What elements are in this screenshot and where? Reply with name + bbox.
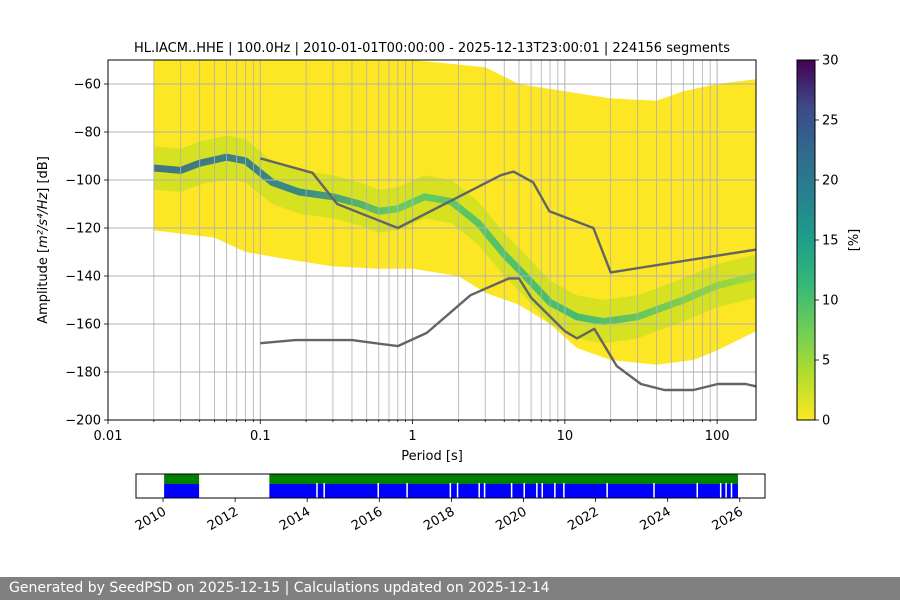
- x-tick-label: 10: [557, 429, 574, 444]
- timeline-gap: [316, 483, 318, 498]
- timeline-gap: [541, 483, 544, 498]
- y-tick-label: −200: [65, 414, 101, 429]
- y-tick-label: −60: [74, 78, 101, 93]
- timeline-tick-label: 2010: [133, 504, 169, 534]
- timeline-coverage-green: [269, 474, 738, 484]
- colorbar-tick-label: 0: [822, 414, 830, 429]
- x-tick-label: 0.01: [94, 429, 123, 444]
- density-core-band: [153, 135, 756, 344]
- chart-title: HL.IACM..HHE | 100.0Hz | 2010-01-01T00:0…: [134, 41, 730, 56]
- timeline-coverage-blue: [269, 484, 738, 498]
- plot-frame: [107, 59, 757, 421]
- timeline-coverage-blue: [164, 484, 200, 498]
- colorbar-tick-label: 25: [822, 114, 839, 129]
- timeline-gap: [449, 483, 452, 498]
- colorbar-tick-label: 5: [822, 354, 830, 369]
- timeline-bars: [164, 474, 738, 498]
- timeline-gap: [478, 483, 480, 498]
- timeline-tick-label: 2020: [493, 504, 529, 534]
- timeline-gap: [554, 483, 556, 498]
- high-noise-model: [259, 157, 756, 274]
- timeline-gap: [523, 483, 525, 498]
- timeline-tick-label: 2026: [710, 504, 746, 534]
- timeline-gap: [536, 483, 538, 498]
- colorbar-ticks: 0 5 10 15 20 25 30: [815, 54, 839, 429]
- colorbar-label: [%]: [847, 229, 862, 252]
- timeline-frame: [135, 473, 766, 499]
- timeline-gap: [406, 483, 408, 498]
- x-tick-label: 0.1: [250, 429, 271, 444]
- timeline-gap: [719, 483, 722, 498]
- mode-curve: [153, 153, 756, 326]
- noise-models: [259, 157, 756, 392]
- timeline-coverage-green: [164, 474, 200, 484]
- colorbar-gradient: [796, 59, 816, 421]
- x-axis-label: Period [s]: [401, 449, 463, 464]
- footer-bar: Generated by SeedPSD on 2025-12-15 | Cal…: [0, 577, 900, 600]
- timeline-gap: [563, 483, 565, 498]
- timeline-ticks: 2010 2012 2014 2016 2018 2020 2022 2024 2026: [133, 498, 746, 534]
- timeline-tick-label: 2024: [638, 504, 674, 534]
- timeline-tick-label: 2016: [349, 504, 385, 534]
- data-coverage-timeline: 2010 2012 2014 2016 2018 2020 2022 2024 2026: [133, 473, 766, 534]
- colorbar-tick-label: 10: [822, 294, 839, 309]
- timeline-gap: [323, 483, 325, 498]
- timeline-tick-label: 2018: [421, 504, 457, 534]
- colorbar: 0 5 10 15 20 25 30 [%]: [796, 54, 862, 429]
- colorbar-tick-label: 30: [822, 54, 839, 69]
- y-tick-label: −140: [65, 270, 101, 285]
- timeline-tick-label: 2022: [565, 504, 601, 534]
- timeline-tick-label: 2014: [277, 504, 313, 534]
- x-tick-label: 100: [705, 429, 730, 444]
- y-axis-label: Amplitude [m²/s⁴/Hz] [dB]: [36, 156, 51, 324]
- timeline-tick-label: 2012: [205, 504, 241, 534]
- density-heatmap: [153, 60, 756, 365]
- y-axis-ticks: −60 −80 −100 −120 −140 −160 −180 −200: [65, 78, 108, 429]
- y-tick-label: −160: [65, 318, 101, 333]
- timeline-gap: [456, 483, 459, 498]
- y-tick-label: −100: [65, 174, 101, 189]
- timeline-gap: [725, 483, 727, 498]
- timeline-gap: [377, 483, 380, 498]
- psd-plot: 0.01 0.1 1 10 100 −60 −80 −100 −120 −140 −160 −180…: [36, 41, 757, 464]
- grid-lines: [108, 60, 756, 420]
- colorbar-tick-label: 15: [822, 234, 839, 249]
- timeline-gap: [606, 483, 608, 498]
- y-tick-label: −180: [65, 366, 101, 381]
- colorbar-tick-label: 20: [822, 174, 839, 189]
- timeline-gap: [730, 483, 733, 498]
- timeline-gap: [653, 483, 655, 498]
- timeline-gap: [696, 483, 699, 498]
- x-tick-label: 1: [408, 429, 416, 444]
- timeline-gap: [483, 483, 486, 498]
- timeline-gap: [510, 483, 513, 498]
- y-tick-label: −120: [65, 222, 101, 237]
- y-tick-label: −80: [74, 126, 101, 141]
- x-axis-ticks: 0.01 0.1 1 10 100: [94, 420, 730, 444]
- low-noise-model: [260, 277, 756, 392]
- footer-text: Generated by SeedPSD on 2025-12-15 | Cal…: [9, 580, 550, 596]
